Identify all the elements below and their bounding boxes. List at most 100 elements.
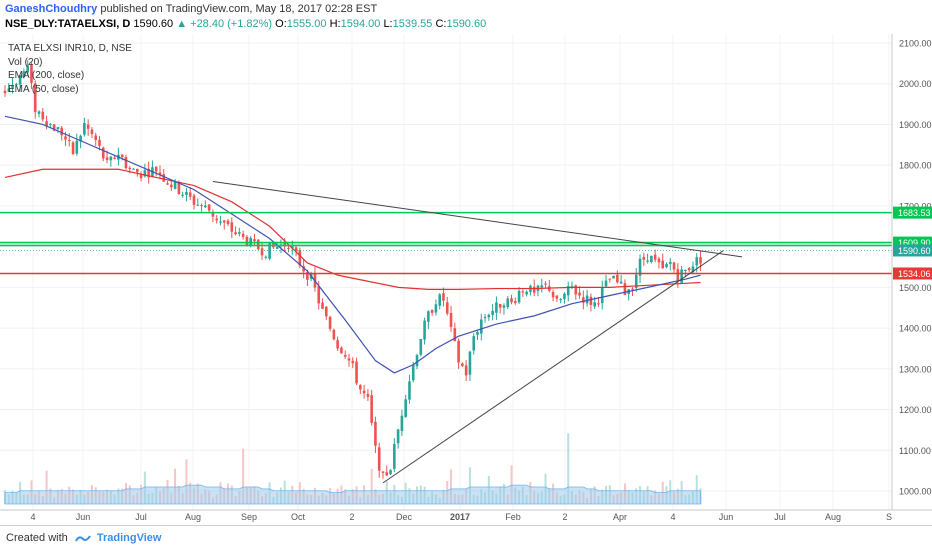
candle-body <box>166 183 169 185</box>
price-tick-label: 1200.00 <box>899 405 932 415</box>
author-link[interactable]: GaneshChoudhry <box>5 3 98 15</box>
candle-body <box>18 75 22 85</box>
ema-lines <box>4 115 701 374</box>
candle-body <box>366 393 370 397</box>
trendline <box>382 250 724 484</box>
time-tick-label: Jun <box>719 512 734 522</box>
price-tick-label: 2000.00 <box>899 79 932 89</box>
created-with-text: Created with <box>6 532 68 544</box>
candle-body <box>215 218 218 221</box>
candle-body <box>75 140 79 154</box>
price-chart[interactable]: 1000.00 1100.00 1200.00 1300.00 1400.00 1500.… <box>0 0 932 525</box>
candle-body <box>525 291 528 295</box>
candle-body <box>657 258 661 263</box>
tradingview-logo-icon <box>74 535 91 542</box>
legend-ema200[interactable]: EMA (200, close) <box>8 70 85 81</box>
candle-body <box>442 293 445 301</box>
candle-body <box>321 302 324 309</box>
candle-body <box>219 221 222 223</box>
volume-bars <box>4 433 702 505</box>
time-tick-label: Aug <box>825 512 841 522</box>
volume-bar <box>242 448 245 504</box>
candle-body <box>566 286 570 296</box>
candle-body <box>298 250 302 266</box>
candle-body <box>619 281 623 284</box>
time-tick-label: Jul <box>135 512 147 522</box>
open-value: 1555.00 <box>286 18 327 30</box>
price-tick-label: 1100.00 <box>899 446 931 456</box>
candle-body <box>457 340 460 363</box>
candle-body <box>170 184 173 188</box>
candle-body <box>359 385 362 390</box>
trendline <box>212 180 743 258</box>
candle-body <box>600 287 604 304</box>
candle-body <box>377 447 381 471</box>
candle-body <box>514 301 517 304</box>
candle-body <box>445 302 449 314</box>
candle-body <box>623 283 627 295</box>
price-tag-bg <box>893 267 932 280</box>
candle-body <box>559 299 562 301</box>
symbol-label[interactable]: NSE_DLY:TATAELXSI, D <box>5 18 131 30</box>
price-tick-label: 1000.00 <box>899 487 932 497</box>
candle-body <box>238 232 241 234</box>
candle-body <box>317 286 321 304</box>
candle-body <box>563 293 566 300</box>
candle-body <box>52 124 56 131</box>
candle-body <box>574 285 578 295</box>
candle-body <box>253 239 256 242</box>
candle-body <box>188 192 192 197</box>
candle-body <box>173 181 177 189</box>
candle-body <box>230 222 234 232</box>
candle-body <box>90 129 94 134</box>
candle-body <box>226 220 230 224</box>
candle-body <box>256 239 260 250</box>
candle-body <box>143 170 147 177</box>
candle-body <box>275 246 279 249</box>
candle-body <box>540 285 544 288</box>
candle-body <box>98 139 101 146</box>
candle-body <box>30 65 33 83</box>
candle-body <box>389 470 392 475</box>
candle-body <box>385 472 389 476</box>
candle-body <box>234 232 237 235</box>
candle-body <box>668 261 672 264</box>
candle-body <box>45 121 48 127</box>
legend-vol[interactable]: Vol (20) <box>8 56 43 68</box>
candle-body <box>241 233 245 237</box>
candle-body <box>555 295 559 299</box>
candle-body <box>415 355 419 367</box>
candle-body <box>351 360 355 364</box>
time-tick-label: Dec <box>396 512 413 522</box>
open-label: O: <box>275 18 287 30</box>
tradingview-brand[interactable]: TradingView <box>96 532 162 544</box>
candle-body <box>381 471 385 473</box>
candle-body <box>7 88 11 92</box>
time-tick-label: 4 <box>670 512 675 522</box>
price-tag-label: 1590.60 <box>898 246 931 256</box>
candle-body <box>578 292 581 296</box>
candle-body <box>302 266 305 272</box>
volume-bar <box>370 468 373 504</box>
candle-body <box>404 399 407 417</box>
time-tick-label: Oct <box>291 512 306 522</box>
candle-body <box>687 268 691 271</box>
candle-body <box>502 305 506 308</box>
candle-body <box>49 123 52 125</box>
ema50-line <box>4 115 701 374</box>
price-tag-bg <box>893 244 932 257</box>
candle-body <box>204 205 207 208</box>
candle-body <box>453 328 457 342</box>
created-with: Created with TradingView <box>6 532 161 544</box>
candle-body <box>695 257 699 266</box>
candle-body <box>332 329 336 340</box>
candle-body <box>94 135 98 140</box>
candle-body <box>290 246 294 249</box>
candle-body <box>638 258 642 276</box>
time-tick-label: S <box>886 512 892 522</box>
candle-body <box>510 298 513 303</box>
candle-body <box>672 262 676 270</box>
price-tick-label: 1700.00 <box>899 201 932 211</box>
legend-ema50[interactable]: EMA (50, close) <box>8 83 79 95</box>
candle-body <box>616 274 619 283</box>
